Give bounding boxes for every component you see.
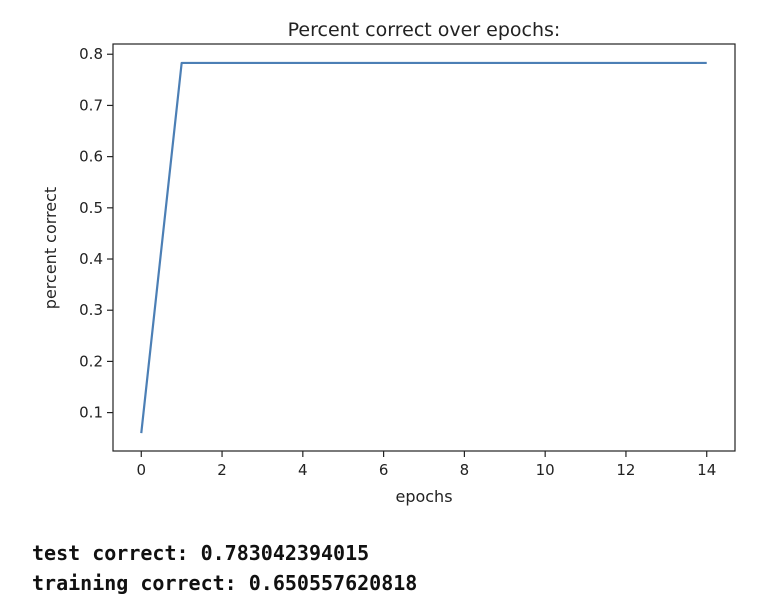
x-tick-label: 4	[298, 461, 308, 479]
y-tick-label: 0.8	[79, 45, 103, 63]
x-tick-label: 14	[697, 461, 716, 479]
y-tick-label: 0.3	[79, 301, 103, 319]
x-tick-label: 8	[460, 461, 470, 479]
training-correct-output: training correct: 0.650557620818	[32, 571, 418, 595]
y-tick-label: 0.1	[79, 404, 103, 422]
series-line	[140, 61, 707, 434]
line-chart: Percent correct over epochs: 0.10.20.30.…	[41, 19, 736, 506]
y-tick-label: 0.2	[79, 352, 103, 370]
test-correct-output: test correct: 0.783042394015	[32, 541, 370, 565]
x-tick-labels: 0 2 4 6 8 10 12 14	[136, 461, 716, 479]
y-tick-label: 0.5	[79, 199, 103, 217]
y-axis-label: percent correct	[41, 187, 60, 309]
x-axis-label: epochs	[395, 487, 452, 506]
y-ticks	[107, 53, 113, 414]
chart-title: Percent correct over epochs:	[288, 19, 561, 41]
x-tick-label: 10	[536, 461, 555, 479]
x-tick-label: 6	[379, 461, 389, 479]
plot-frame	[112, 43, 736, 452]
y-tick-label: 0.4	[79, 250, 103, 268]
x-tick-label: 2	[217, 461, 227, 479]
plot-series	[140, 61, 707, 434]
y-tick-label: 0.6	[79, 148, 103, 166]
x-tick-label: 12	[616, 461, 635, 479]
y-tick-labels: 0.1 0.2 0.3 0.4 0.5 0.6 0.7 0.8	[79, 45, 103, 421]
y-tick-label: 0.7	[79, 96, 103, 114]
x-tick-label: 0	[136, 461, 146, 479]
x-ticks	[140, 451, 708, 457]
